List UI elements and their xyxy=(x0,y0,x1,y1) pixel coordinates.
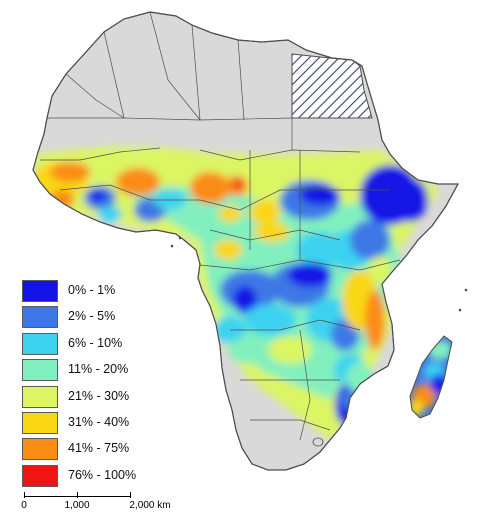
scale-label-2: 2,000 km xyxy=(129,500,171,511)
data-region-41 xyxy=(368,256,392,284)
data-region-39 xyxy=(392,178,428,222)
data-region-33 xyxy=(365,290,385,350)
madagascar-region-4 xyxy=(430,374,446,394)
legend-label-7: 76% - 100% xyxy=(68,467,137,482)
country-border-9 xyxy=(59,184,200,201)
data-region-31 xyxy=(331,319,359,351)
scale-tick-0 xyxy=(24,492,25,498)
data-region-15 xyxy=(218,206,242,222)
data-region-28 xyxy=(228,336,272,364)
legend-label-5: 31% - 40% xyxy=(68,414,130,429)
legend-item-4: 21% - 30% xyxy=(22,385,172,408)
data-region-21 xyxy=(296,232,344,268)
legend-label-1: 2% - 5% xyxy=(68,309,116,324)
data-region-23 xyxy=(288,263,332,287)
legend-label-6: 41% - 75% xyxy=(68,441,130,456)
data-region-19 xyxy=(300,185,340,205)
legend-swatch-7 xyxy=(22,464,58,487)
legend-item-7: 76% - 100% xyxy=(22,464,172,487)
country-border-11 xyxy=(209,229,341,241)
country-borders xyxy=(32,11,468,471)
data-region-14 xyxy=(249,200,281,224)
country-border-3 xyxy=(237,39,245,121)
legend-swatch-1 xyxy=(22,306,58,329)
data-region-16 xyxy=(214,240,242,260)
lesotho-outline xyxy=(312,437,324,447)
hatched-region xyxy=(291,53,373,119)
legend-item-2: 6% - 10% xyxy=(22,332,172,355)
data-region-10 xyxy=(98,206,122,222)
legend-item-5: 31% - 40% xyxy=(22,411,172,434)
country-border-1 xyxy=(149,12,201,121)
madagascar-blur xyxy=(410,340,452,416)
legend-item-1: 2% - 5% xyxy=(22,306,172,329)
legend-item-6: 41% - 75% xyxy=(22,438,172,461)
africa-coastline xyxy=(32,11,460,471)
legend-swatch-2 xyxy=(22,332,58,355)
data-region-3 xyxy=(50,162,90,182)
country-border-10 xyxy=(199,189,390,211)
legend-swatch-0 xyxy=(22,280,58,302)
country-border-6 xyxy=(47,117,372,121)
legend-swatch-4 xyxy=(22,385,58,408)
data-region-13 xyxy=(234,178,242,190)
data-region-29 xyxy=(268,336,312,364)
data-region-6 xyxy=(90,190,106,202)
country-border-15 xyxy=(250,419,331,431)
scale-tick-2 xyxy=(130,492,131,498)
data-region-17 xyxy=(254,222,290,242)
country-border-5 xyxy=(65,73,125,119)
scale-tick-1 xyxy=(77,492,78,498)
scale-label-1: 1,000 xyxy=(64,500,90,511)
country-border-8 xyxy=(199,149,361,161)
madagascar-outline xyxy=(409,335,453,419)
legend-label-4: 21% - 30% xyxy=(68,388,130,403)
legend-item-0: 0% - 1% xyxy=(22,280,172,302)
data-region-25 xyxy=(233,286,257,314)
island-dot-2 xyxy=(464,288,468,292)
country-border-13 xyxy=(230,319,361,331)
country-border-7 xyxy=(40,147,161,161)
legend-swatch-3 xyxy=(22,359,58,382)
scale-label-0: 0 xyxy=(21,500,27,511)
country-border-18 xyxy=(299,329,311,441)
island-dot-1 xyxy=(170,244,174,248)
madagascar-island xyxy=(409,335,453,419)
map-legend: 0% - 1% 2% - 5% 6% - 10% 11% - 20% 21% -… xyxy=(22,280,172,491)
country-border-0 xyxy=(103,31,125,119)
country-border-2 xyxy=(191,24,201,121)
legend-swatch-5 xyxy=(22,411,58,434)
data-region-11 xyxy=(190,172,230,204)
madagascar-data xyxy=(410,340,452,416)
scale-bar: 0 1,000 2,000 km xyxy=(21,486,202,516)
legend-label-0: 0% - 1% xyxy=(68,283,116,297)
legend-swatch-6 xyxy=(22,438,58,461)
legend-label-3: 11% - 20% xyxy=(68,362,129,377)
data-region-40 xyxy=(350,220,390,260)
legend-label-2: 6% - 10% xyxy=(68,335,123,350)
data-region-27 xyxy=(244,304,296,336)
legend-item-3: 11% - 20% xyxy=(22,359,172,382)
island-dot-3 xyxy=(458,308,462,312)
data-region-7 xyxy=(116,168,160,196)
island-dot-0 xyxy=(178,236,182,240)
